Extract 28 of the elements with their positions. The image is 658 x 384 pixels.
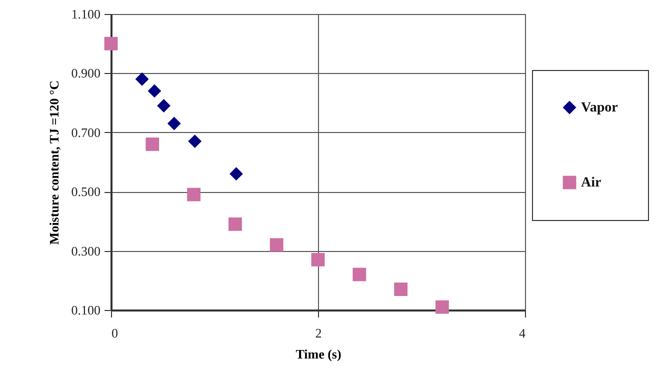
legend-label: Vapor	[581, 100, 618, 116]
y-tick-label: 0.300	[71, 243, 100, 258]
point	[135, 72, 149, 86]
x-tick-label: 4	[519, 326, 526, 340]
y-axis-title: Moisture content, TJ =120 °C	[46, 80, 62, 245]
x-tick-label: 2	[315, 326, 322, 340]
legend-label: Air	[581, 176, 602, 190]
point	[188, 134, 202, 148]
point	[435, 300, 449, 314]
point	[146, 138, 160, 151]
y-tick-label: 0.700	[71, 124, 100, 140]
point	[228, 217, 242, 231]
point	[167, 116, 181, 130]
point	[270, 238, 284, 252]
point	[352, 268, 366, 282]
x-axis-title: Time (s)	[296, 346, 342, 362]
y-tick-label: 0.900	[71, 66, 100, 81]
point	[104, 36, 118, 50]
x-tick-label: 0	[112, 326, 118, 340]
point	[187, 188, 201, 202]
y-tick-label: 0.100	[71, 302, 100, 318]
point	[230, 167, 243, 181]
point	[148, 84, 162, 98]
y-tick-label: 0.500	[71, 184, 100, 200]
point	[311, 252, 325, 266]
y-tick-label: 1.100	[71, 6, 100, 22]
point	[157, 99, 170, 112]
point	[394, 282, 408, 296]
